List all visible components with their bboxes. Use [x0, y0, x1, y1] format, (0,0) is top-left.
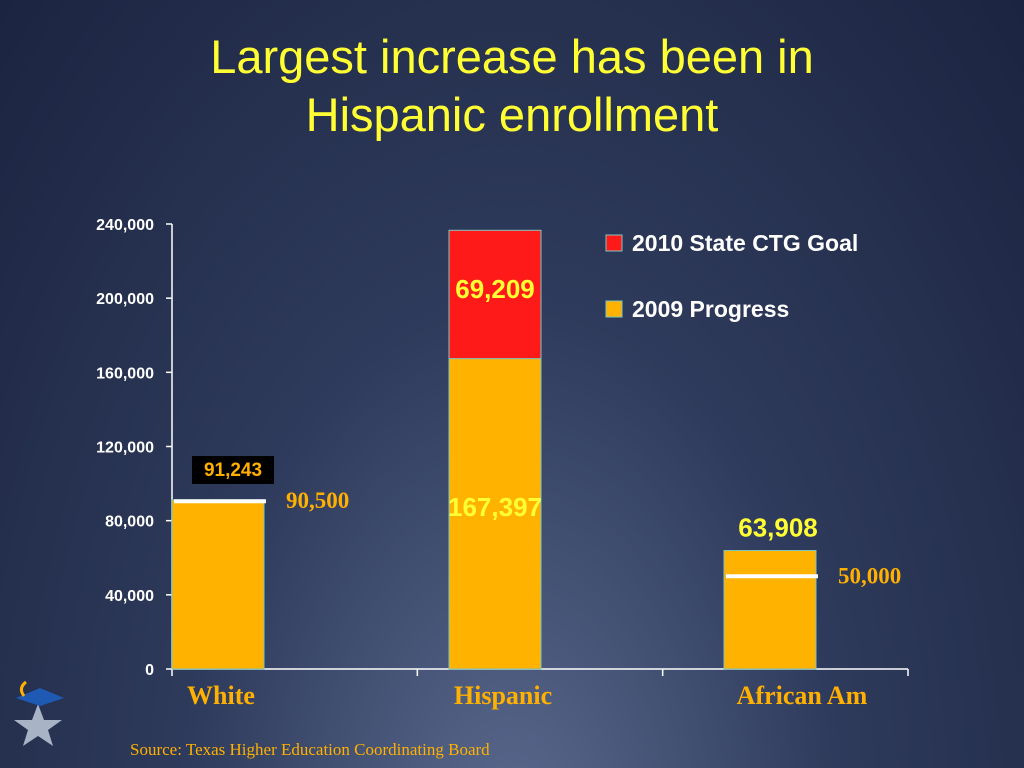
bar-2010-state-ctg-goal — [448, 229, 542, 360]
goal-marker-label: 50,000 — [838, 563, 901, 588]
y-tick-label: 0 — [145, 662, 154, 679]
y-tick-label: 80,000 — [105, 514, 154, 531]
bar-2009-progress — [171, 499, 265, 670]
x-category-label: White — [187, 681, 255, 710]
legend-label: 2010 State CTG Goal — [632, 230, 858, 256]
chart-bars — [171, 229, 818, 670]
y-tick-label: 120,000 — [96, 440, 154, 457]
y-tick-label: 240,000 — [96, 217, 154, 234]
chart-legend: 2010 State CTG Goal 2009 Progress — [605, 230, 858, 322]
source-note: Source: Texas Higher Education Coordinat… — [130, 740, 490, 759]
data-label: 167,397 — [448, 492, 542, 522]
title-line-2: Hispanic enrollment — [305, 88, 719, 141]
data-label-box — [192, 456, 274, 484]
legend-label: 2009 Progress — [632, 296, 789, 322]
y-tick-label: 40,000 — [105, 588, 154, 605]
bar-2009-progress — [448, 358, 542, 670]
goal-marker-label: 90,500 — [286, 488, 349, 513]
star-logo-icon — [14, 680, 64, 746]
legend-swatch — [605, 300, 623, 318]
chart-labels: 90,500 50,000 91,243 167,397 69,209 63,908 — [192, 274, 901, 588]
slide-title: Largest increase has been in Hispanic en… — [0, 28, 1024, 144]
title-line-1: Largest increase has been in — [210, 30, 814, 83]
y-tick-label: 160,000 — [96, 365, 154, 382]
y-tick-label: 200,000 — [96, 291, 154, 308]
data-label: 69,209 — [455, 274, 535, 304]
data-label: 63,908 — [738, 513, 818, 543]
legend-swatch — [605, 234, 623, 252]
data-label: 91,243 — [204, 460, 262, 481]
chart-axes: 0 40,000 80,000 120,000 160,000 200,000 240,00… — [96, 217, 909, 710]
bar-2009-progress — [723, 550, 817, 670]
x-category-label: Hispanic — [454, 681, 552, 710]
x-category-label: African Am — [737, 681, 868, 710]
